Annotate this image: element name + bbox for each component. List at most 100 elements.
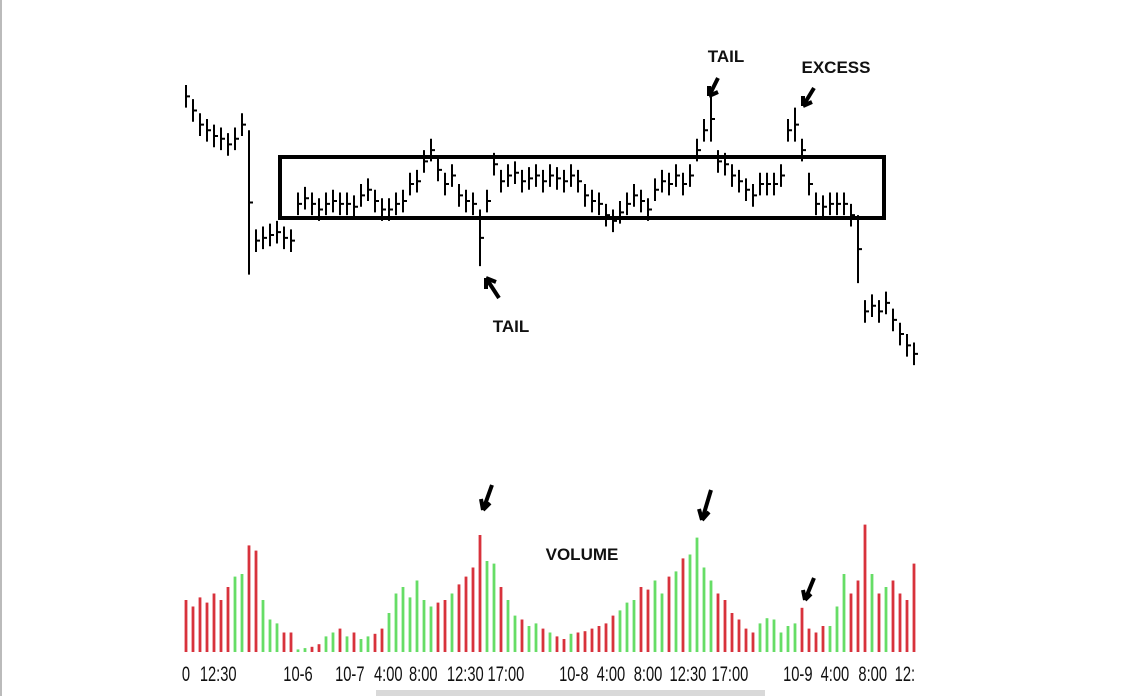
volume-bar (338, 628, 342, 652)
volume-bar (856, 580, 860, 652)
price-bar (563, 169, 568, 193)
arrows (479, 77, 816, 602)
volume-bar (310, 646, 314, 652)
annotation: TAIL (493, 317, 530, 336)
price-bar (304, 186, 309, 210)
volume-bar (807, 628, 811, 652)
price-bar (423, 150, 428, 173)
volume-bar (702, 567, 706, 652)
volume-bar (597, 626, 601, 652)
volume-bar (261, 600, 265, 652)
price-bar (766, 172, 771, 196)
price-bar (857, 215, 862, 284)
volume-bar (429, 606, 433, 652)
price-bar (801, 138, 806, 162)
x-tick-label: 17:00 (712, 662, 749, 685)
x-tick-label: 10-9 (783, 662, 812, 685)
volume-bar (317, 644, 321, 652)
volume-bar (863, 524, 867, 652)
price-bar (535, 164, 540, 187)
price-bar (906, 334, 911, 357)
volume-bar (450, 593, 454, 652)
price-bar (717, 150, 722, 173)
price-bar (437, 158, 442, 182)
volume-bar (884, 587, 888, 652)
volume-bar (394, 593, 398, 652)
price-bar (703, 118, 708, 142)
volume-bar (324, 636, 328, 652)
arrow (707, 77, 720, 98)
volume-bar (716, 593, 720, 652)
volume-bar (667, 576, 671, 652)
price-bar (542, 169, 547, 193)
price-bar (472, 192, 477, 216)
x-tick-label: 10-7 (335, 662, 364, 685)
volume-bar (548, 632, 552, 652)
price-bar (458, 184, 463, 207)
price-bar (584, 184, 589, 207)
volume-bar (793, 623, 797, 652)
price-bar (787, 118, 792, 142)
price-bar (591, 189, 596, 213)
price-bar (528, 167, 533, 190)
price-bar (696, 138, 701, 162)
price-bar (486, 189, 491, 213)
price-bar (192, 99, 197, 122)
price-bar (654, 178, 659, 202)
value-area-box (278, 155, 886, 220)
arrow (801, 577, 816, 602)
volume-bar (219, 600, 223, 652)
price-bar (731, 164, 736, 187)
price-bar (353, 195, 358, 219)
volume-bar (499, 587, 503, 652)
price-bar (759, 172, 764, 196)
volume-bar (625, 602, 629, 652)
volume-bar (436, 602, 440, 652)
volume-bar (758, 623, 762, 652)
volume-bar (415, 580, 419, 652)
price-bar (409, 172, 414, 196)
price-bar (269, 223, 274, 247)
x-tick-label: 4:00 (597, 662, 626, 685)
volume-bar (198, 597, 202, 652)
price-bar (913, 342, 918, 366)
price-bar (661, 169, 666, 193)
price-bar (843, 192, 848, 216)
volume-bar (268, 619, 272, 652)
price-bar (451, 164, 456, 187)
x-tick-label: 8:00 (858, 662, 887, 685)
volume-bar (352, 632, 356, 652)
volume-bar (408, 597, 412, 652)
price-bar (381, 198, 386, 221)
volume-bar (380, 628, 384, 652)
price-bar (899, 322, 904, 346)
price-bar (430, 138, 435, 162)
volume-bar (296, 649, 300, 652)
volume-bar (695, 537, 699, 652)
volume-bar (786, 626, 790, 652)
price-bar (675, 164, 680, 187)
volume-bar (359, 639, 363, 652)
volume-bar (478, 535, 482, 652)
volume-bar (527, 626, 531, 652)
volume-bar (632, 600, 636, 652)
price-bar (815, 192, 820, 216)
volume-bar (576, 632, 580, 652)
price-bar (626, 192, 631, 216)
price-bar (465, 189, 470, 213)
price-bar (283, 226, 288, 250)
volume-bar (688, 554, 692, 652)
volume-bar (611, 615, 615, 652)
price-bar (213, 124, 218, 148)
volume-bar (891, 580, 895, 652)
volume-bar (828, 626, 832, 652)
volume-bar (205, 602, 209, 652)
volume-bar (513, 615, 517, 652)
price-bar (598, 192, 603, 216)
price-bar (227, 133, 232, 156)
price-bar (829, 192, 834, 216)
volume-bar (723, 600, 727, 652)
volume-bar (247, 545, 251, 652)
volume-bars (184, 524, 916, 652)
price-bar (206, 118, 211, 142)
